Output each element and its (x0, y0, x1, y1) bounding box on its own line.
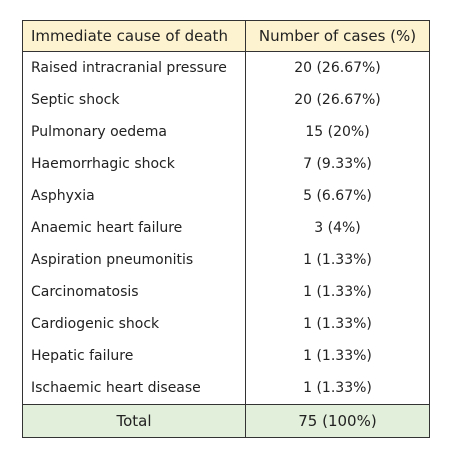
header-cell: Number of cases (%) (245, 20, 430, 52)
total-row: Total 75 (100%) (22, 404, 430, 438)
count-cell: 15 (20%) (245, 116, 430, 148)
table-header: Immediate cause of death Number of cases… (22, 20, 430, 52)
count-cell: 3 (4%) (245, 212, 430, 244)
total-cell: Total (22, 404, 246, 438)
cause-cell: Ischaemic heart disease (31, 380, 201, 396)
count-cell: 1 (1.33%) (245, 308, 430, 340)
table-row: Cardiogenic shock 1 (1.33%) (23, 308, 430, 340)
cause-cell: Asphyxia (31, 188, 95, 204)
table-row: Hepatic failure 1 (1.33%) (23, 340, 430, 372)
cause-cell: Anaemic heart failure (31, 220, 183, 236)
count-cell: 20 (26.67%) (245, 51, 430, 84)
table-footer: Total 75 (100%) (22, 404, 430, 438)
table-body: Raised intracranial pressure 20 (26.67%) S… (23, 51, 430, 405)
table-row: Aspiration pneumonitis 1 (1.33%) (23, 244, 430, 276)
count-cell: 7 (9.33%) (245, 148, 430, 180)
total-cell: 75 (100%) (245, 404, 430, 438)
count-cell: 1 (1.33%) (245, 372, 430, 405)
count-cell: 1 (1.33%) (245, 276, 430, 308)
cause-cell: Haemorrhagic shock (31, 156, 175, 172)
cause-cell: Cardiogenic shock (31, 316, 160, 332)
count-cell: 1 (1.33%) (245, 244, 430, 276)
count-cell: 20 (26.67%) (245, 84, 430, 116)
table-row: Septic shock 20 (26.67%) (23, 84, 430, 116)
table-row: Asphyxia 5 (6.67%) (23, 180, 430, 212)
count-cell: 5 (6.67%) (245, 180, 430, 212)
table-row: Pulmonary oedema 15 (20%) (23, 116, 430, 148)
data-table: Immediate cause of death Number of cases… (22, 20, 430, 438)
table-row: Raised intracranial pressure 20 (26.67%) (23, 51, 430, 84)
table-row: Haemorrhagic shock 7 (9.33%) (23, 148, 430, 180)
header-row: Immediate cause of death Number of cases… (22, 20, 430, 52)
cause-cell: Aspiration pneumonitis (31, 252, 194, 268)
cause-cell: Septic shock (31, 92, 120, 108)
table-row: Anaemic heart failure 3 (4%) (23, 212, 430, 244)
cause-cell: Raised intracranial pressure (31, 60, 227, 76)
cause-cell: Pulmonary oedema (31, 124, 168, 140)
cause-cell: Hepatic failure (31, 348, 134, 364)
cause-cell: Carcinomatosis (31, 284, 139, 300)
table-row: Carcinomatosis 1 (1.33%) (23, 276, 430, 308)
table-row: Ischaemic heart disease 1 (1.33%) (23, 372, 430, 405)
header-cell: Immediate cause of death (22, 20, 246, 52)
count-cell: 1 (1.33%) (245, 340, 430, 372)
